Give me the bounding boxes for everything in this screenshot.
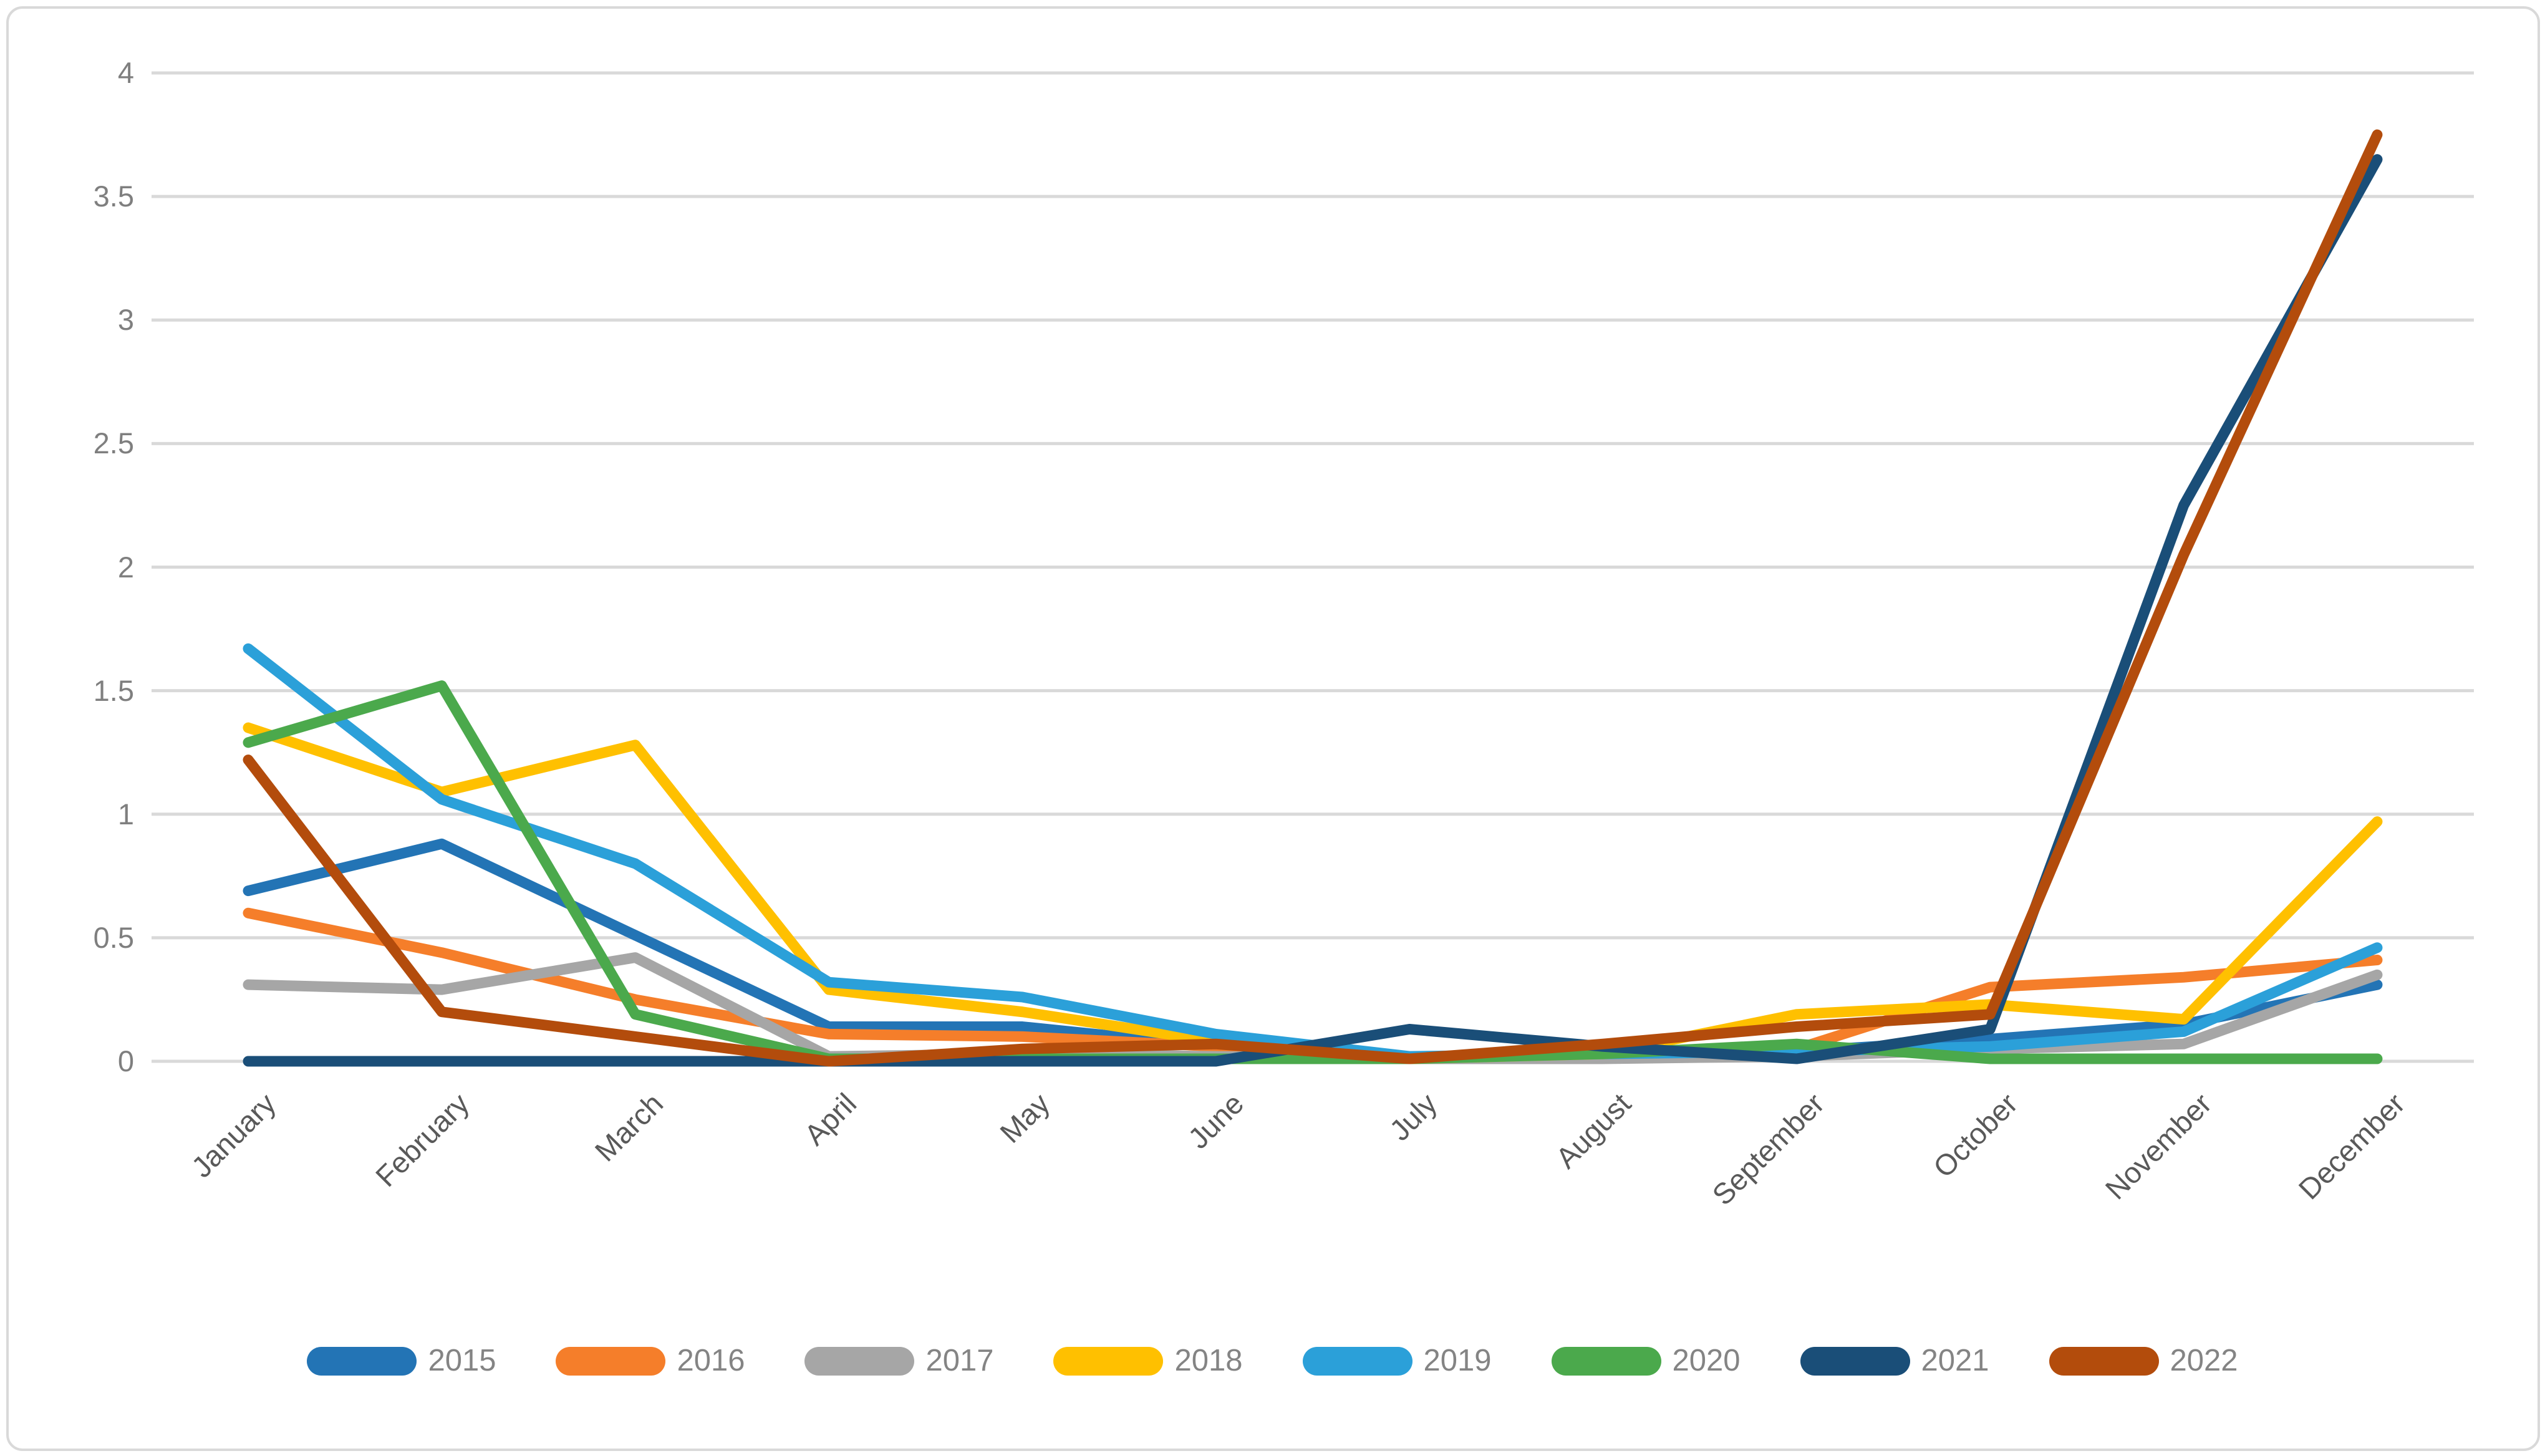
y-axis-tick-label-1.5: 1.5 bbox=[93, 673, 134, 707]
legend-item-2022: 2022 bbox=[2049, 1346, 2238, 1376]
gridlines-group bbox=[152, 71, 2474, 1063]
legend-swatch-2019 bbox=[1302, 1346, 1413, 1376]
legend-label-2016: 2016 bbox=[677, 1344, 745, 1377]
y-axis-tick-label-2: 2 bbox=[117, 550, 134, 584]
legend-label-2022: 2022 bbox=[2170, 1344, 2238, 1377]
legend-label-2015: 2015 bbox=[428, 1344, 496, 1377]
chart-outer-border bbox=[6, 6, 2540, 1451]
legend-label-2021: 2021 bbox=[1921, 1344, 1989, 1377]
legend-item-2017: 2017 bbox=[804, 1346, 993, 1376]
legend-item-2020: 2020 bbox=[1551, 1344, 1741, 1377]
series-line-2021 bbox=[243, 154, 2383, 1067]
y-axis-tick-label-3.5: 3.5 bbox=[93, 180, 134, 213]
series-lines-group bbox=[243, 129, 2383, 1067]
legend-swatch-2015 bbox=[307, 1346, 417, 1376]
legend-label-2018: 2018 bbox=[1174, 1344, 1243, 1377]
legend-item-2018: 2018 bbox=[1053, 1344, 1243, 1377]
legend-swatch-2020 bbox=[1551, 1346, 1661, 1376]
y-axis-tick-label-4: 4 bbox=[117, 56, 134, 89]
legend-swatch-2021 bbox=[1800, 1346, 1910, 1376]
legend-swatch-2018 bbox=[1053, 1346, 1164, 1376]
legend-item-2021: 2021 bbox=[1800, 1346, 1989, 1376]
legend-item-2015: 2015 bbox=[307, 1346, 496, 1376]
y-axis-tick-label-0: 0 bbox=[117, 1044, 134, 1078]
legend-swatch-2016 bbox=[556, 1346, 666, 1376]
legend-item-2019: 2019 bbox=[1302, 1344, 1492, 1377]
y-axis-tick-label-2.5: 2.5 bbox=[93, 427, 134, 460]
series-line-2020 bbox=[243, 680, 2383, 1064]
y-axis-tick-label-3: 3 bbox=[117, 303, 134, 337]
legend-label-2017: 2017 bbox=[925, 1344, 994, 1377]
legend-swatch-2017 bbox=[804, 1346, 915, 1376]
legend: 2015 2016 2017 2018 2019 2020 2021 2022 bbox=[0, 1346, 2545, 1376]
legend-swatch-2022 bbox=[2049, 1346, 2159, 1376]
legend-item-2016: 2016 bbox=[556, 1346, 745, 1376]
y-axis-tick-label-1: 1 bbox=[117, 797, 134, 831]
y-axis-tick-label-0.5: 0.5 bbox=[93, 920, 134, 954]
legend-label-2020: 2020 bbox=[1672, 1344, 1741, 1377]
legend-label-2019: 2019 bbox=[1423, 1344, 1492, 1377]
series-line-2022 bbox=[243, 129, 2383, 1067]
